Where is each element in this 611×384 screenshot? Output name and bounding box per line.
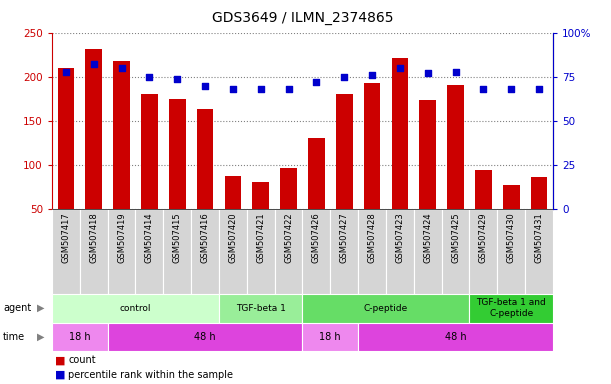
Bar: [52, 323, 108, 351]
Text: control: control: [120, 304, 151, 313]
Bar: [108, 209, 136, 294]
Text: 48 h: 48 h: [194, 332, 216, 342]
Text: TGF-beta 1: TGF-beta 1: [236, 304, 285, 313]
Text: 18 h: 18 h: [320, 332, 341, 342]
Text: GSM507418: GSM507418: [89, 213, 98, 263]
Text: GSM507424: GSM507424: [423, 213, 432, 263]
Bar: [52, 294, 219, 323]
Bar: [442, 209, 469, 294]
Point: [312, 79, 321, 85]
Bar: [113, 61, 130, 253]
Bar: [169, 99, 186, 253]
Text: C-peptide: C-peptide: [364, 304, 408, 313]
Text: GSM507425: GSM507425: [451, 213, 460, 263]
Bar: [358, 323, 553, 351]
Bar: [302, 323, 358, 351]
Bar: [414, 209, 442, 294]
Bar: [57, 68, 74, 253]
Text: GSM507416: GSM507416: [200, 213, 210, 263]
Text: agent: agent: [3, 303, 31, 313]
Text: ■: ■: [55, 356, 65, 366]
Text: GDS3649 / ILMN_2374865: GDS3649 / ILMN_2374865: [211, 11, 393, 25]
Text: GSM507427: GSM507427: [340, 213, 349, 263]
Bar: [525, 209, 553, 294]
Bar: [136, 209, 163, 294]
Point: [534, 86, 544, 92]
Bar: [531, 177, 547, 253]
Point: [200, 83, 210, 89]
Text: GSM507420: GSM507420: [229, 213, 237, 263]
Point: [478, 86, 488, 92]
Point: [256, 86, 266, 92]
Text: GSM507428: GSM507428: [368, 213, 376, 263]
Text: GSM507421: GSM507421: [256, 213, 265, 263]
Text: GSM507430: GSM507430: [507, 213, 516, 263]
Bar: [219, 209, 247, 294]
Bar: [331, 209, 358, 294]
Bar: [419, 100, 436, 253]
Point: [144, 74, 154, 80]
Bar: [386, 209, 414, 294]
Text: GSM507422: GSM507422: [284, 213, 293, 263]
Point: [89, 61, 98, 68]
Text: GSM507419: GSM507419: [117, 213, 126, 263]
Text: ▶: ▶: [37, 303, 45, 313]
Bar: [280, 168, 297, 253]
Bar: [497, 209, 525, 294]
Text: GSM507423: GSM507423: [395, 213, 404, 263]
Bar: [308, 138, 324, 253]
Point: [507, 86, 516, 92]
Text: 18 h: 18 h: [69, 332, 90, 342]
Point: [423, 70, 433, 76]
Text: time: time: [3, 332, 25, 342]
Bar: [224, 176, 241, 253]
Bar: [191, 209, 219, 294]
Text: GSM507417: GSM507417: [61, 213, 70, 263]
Point: [117, 65, 126, 71]
Text: 48 h: 48 h: [445, 332, 466, 342]
Point: [284, 86, 293, 92]
Bar: [364, 83, 381, 253]
Point: [367, 72, 377, 78]
Bar: [197, 109, 213, 253]
Bar: [302, 294, 469, 323]
Bar: [86, 48, 102, 253]
Text: TGF-beta 1 and
C-peptide: TGF-beta 1 and C-peptide: [477, 298, 546, 318]
Text: GSM507431: GSM507431: [535, 213, 544, 263]
Text: ▶: ▶: [37, 332, 45, 342]
Bar: [52, 209, 80, 294]
Text: count: count: [68, 356, 96, 366]
Bar: [219, 294, 302, 323]
Bar: [302, 209, 331, 294]
Bar: [469, 294, 553, 323]
Text: GSM507414: GSM507414: [145, 213, 154, 263]
Bar: [358, 209, 386, 294]
Bar: [80, 209, 108, 294]
Bar: [392, 58, 408, 253]
Point: [451, 68, 461, 74]
Bar: [475, 170, 492, 253]
Point: [395, 65, 404, 71]
Text: GSM507426: GSM507426: [312, 213, 321, 263]
Bar: [163, 209, 191, 294]
Text: GSM507429: GSM507429: [479, 213, 488, 263]
Point: [228, 86, 238, 92]
Text: GSM507415: GSM507415: [173, 213, 181, 263]
Point: [339, 74, 349, 80]
Bar: [247, 209, 274, 294]
Bar: [469, 209, 497, 294]
Point: [61, 68, 71, 74]
Bar: [274, 209, 302, 294]
Bar: [108, 323, 302, 351]
Bar: [447, 85, 464, 253]
Text: ■: ■: [55, 370, 65, 380]
Bar: [141, 94, 158, 253]
Text: percentile rank within the sample: percentile rank within the sample: [68, 370, 233, 380]
Bar: [503, 185, 519, 253]
Point: [172, 76, 182, 82]
Bar: [252, 182, 269, 253]
Bar: [336, 94, 353, 253]
